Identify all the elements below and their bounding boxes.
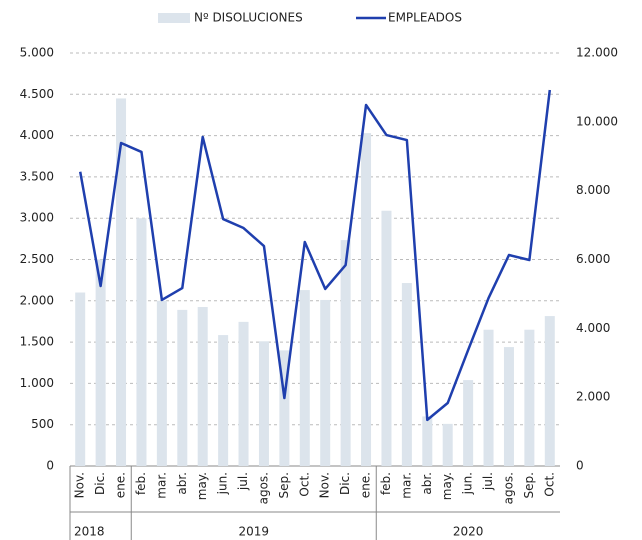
bar [442,423,453,466]
y-tick-label: 2.500 [20,252,54,266]
x-tick-label: Dic. [338,472,352,495]
y2-tick-label: 6.000 [576,252,610,266]
bar [361,133,372,466]
x-tick-label: Dic. [93,472,107,495]
x-tick-label: jul. [236,472,250,491]
x-tick-label: agos. [256,472,270,504]
bar [340,240,351,466]
bar [218,335,229,466]
y2-tick-label: 8.000 [576,183,610,197]
x-tick-label: jul. [481,472,495,491]
y-tick-label: 3.500 [20,169,54,183]
bar [503,347,514,466]
y-tick-label: 0 [46,459,54,473]
y2-tick-label: 10.000 [576,114,618,128]
y2-tick-label: 0 [576,459,584,473]
group-label: 2020 [453,525,484,539]
y-tick-label: 2.000 [20,293,54,307]
bar [524,329,535,466]
bar [544,316,555,466]
x-tick-label: ene. [114,472,128,498]
legend-label: EMPLEADOS [388,11,462,25]
bar [279,350,290,466]
bar [197,306,208,466]
bar [381,210,392,466]
x-tick-label: may. [440,472,454,500]
bar [177,309,188,466]
legend-label: Nº DISOLUCIONES [194,11,303,25]
bar [401,283,412,466]
x-tick-label: Oct. [542,472,556,497]
bar [320,299,331,466]
x-tick-label: abr. [420,472,434,495]
y-tick-label: 1.000 [20,376,54,390]
y-tick-label: 4.000 [20,128,54,142]
x-tick-label: mar. [399,472,413,499]
x-tick-label: Nov. [73,472,87,498]
y-tick-label: 500 [31,417,54,431]
group-label: 2019 [238,525,269,539]
y-tick-label: 5.000 [20,46,54,60]
x-tick-label: mar. [154,472,168,499]
line [78,89,552,422]
bar [136,218,147,466]
y-tick-label: 4.500 [20,87,54,101]
x-tick-label: abr. [175,472,189,495]
x-tick-label: jun. [216,472,230,495]
y-tick-label: 1.500 [20,335,54,349]
bar [483,329,494,466]
x-tick-label: agos. [501,472,515,504]
y2-tick-label: 12.000 [576,46,618,60]
legend-swatch [158,13,190,23]
x-tick-label: jun. [461,472,475,495]
x-tick-label: feb. [134,472,148,495]
group-label: 2018 [74,525,105,539]
x-tick-label: may. [195,472,209,500]
x-tick-label: Nov. [318,472,332,498]
x-tick-label: ene. [359,472,373,498]
bar [116,98,127,467]
bar [299,290,310,466]
bar [238,321,249,466]
x-tick-label: Oct. [297,472,311,497]
bar [156,300,167,466]
y2-tick-label: 4.000 [576,321,610,335]
x-tick-label: Sep. [522,472,536,498]
x-tick-label: feb. [379,472,393,495]
bar [75,292,86,466]
bar [422,416,433,466]
bar [258,341,269,466]
bar [95,259,106,466]
x-tick-label: Sep. [277,472,291,498]
y-tick-label: 3.000 [20,211,54,225]
bar [463,380,474,466]
y2-tick-label: 2.000 [576,390,610,404]
